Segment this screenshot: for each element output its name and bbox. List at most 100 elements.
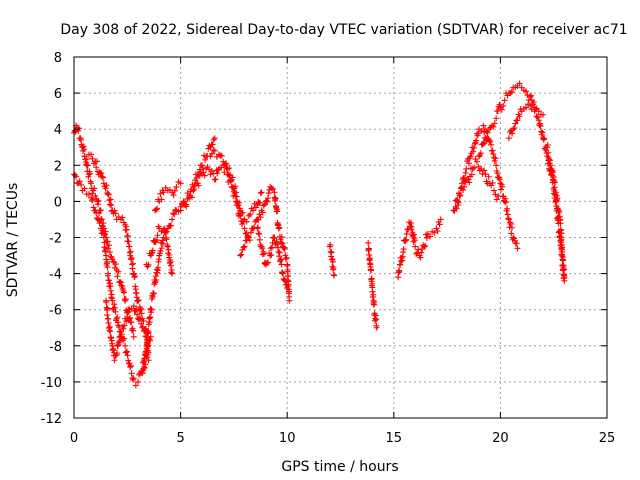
data-point (101, 232, 108, 239)
data-point (557, 220, 564, 227)
data-point (470, 144, 477, 151)
data-point (240, 244, 247, 251)
data-point (281, 276, 288, 283)
data-point (115, 268, 122, 275)
data-point (508, 230, 515, 237)
data-point (534, 114, 541, 121)
satellite-track-13 (365, 239, 380, 331)
data-point (556, 208, 563, 215)
data-point (268, 251, 275, 258)
data-point (128, 255, 135, 262)
data-point (485, 173, 492, 180)
data-point (144, 337, 151, 344)
data-point (121, 335, 128, 342)
data-point (202, 156, 209, 163)
data-point (284, 266, 291, 273)
data-point (215, 151, 222, 158)
data-point (257, 189, 264, 196)
data-point (329, 263, 336, 270)
data-point (286, 297, 293, 304)
data-point (155, 264, 162, 271)
data-point (487, 138, 494, 145)
data-point (508, 224, 515, 231)
data-point (104, 312, 111, 319)
data-point (97, 207, 104, 214)
data-point (500, 102, 507, 109)
data-point (544, 142, 551, 149)
data-point (93, 164, 100, 171)
data-point (482, 171, 489, 178)
data-point (463, 165, 470, 172)
data-point (259, 209, 266, 216)
data-point (278, 261, 285, 268)
data-point (226, 165, 233, 172)
data-point (171, 211, 178, 218)
data-point (89, 190, 96, 197)
data-point (95, 197, 102, 204)
data-point (107, 328, 114, 335)
satellite-track-11 (254, 224, 291, 292)
data-point (482, 136, 489, 143)
data-point (274, 241, 281, 248)
data-point (86, 170, 93, 177)
data-point (237, 252, 244, 259)
data-point (226, 172, 233, 179)
x-axis-label: GPS time / hours (281, 459, 398, 475)
data-point (502, 195, 509, 202)
data-point (106, 197, 113, 204)
data-point (264, 198, 271, 205)
data-point (84, 162, 91, 169)
data-point (102, 185, 109, 192)
data-point (539, 129, 546, 136)
data-point (121, 322, 128, 329)
data-point (171, 187, 178, 194)
data-point (276, 224, 283, 231)
data-point (112, 261, 119, 268)
data-point (137, 315, 144, 322)
data-point (100, 229, 107, 236)
data-point (330, 265, 337, 272)
data-point (128, 319, 135, 326)
data-point (127, 248, 134, 255)
data-point (270, 235, 277, 242)
data-point (281, 246, 288, 253)
data-point (456, 192, 463, 199)
data-point (89, 155, 96, 162)
data-point (134, 311, 141, 318)
x-tick-label: 20 (492, 431, 509, 446)
data-point (117, 278, 124, 285)
data-point (154, 205, 161, 212)
data-point (211, 135, 218, 142)
satellite-track-15 (450, 122, 521, 252)
data-point (328, 249, 335, 256)
data-point (501, 198, 508, 205)
data-point (208, 150, 215, 157)
data-point (368, 275, 375, 282)
data-point (510, 126, 517, 133)
data-point (397, 261, 404, 268)
data-point (241, 225, 248, 232)
data-point (371, 301, 378, 308)
data-point (478, 128, 485, 135)
data-point (284, 285, 291, 292)
data-point (105, 277, 112, 284)
data-point (247, 229, 254, 236)
satellite-track-19 (544, 142, 568, 281)
data-point (181, 202, 188, 209)
data-point (103, 182, 110, 189)
data-point (122, 342, 129, 349)
data-point (558, 236, 565, 243)
data-point (157, 247, 164, 254)
data-point (481, 129, 488, 136)
data-point (493, 196, 500, 203)
data-point (170, 210, 177, 217)
data-point (145, 329, 152, 336)
data-point (481, 140, 488, 147)
data-point (522, 88, 529, 95)
data-point (527, 93, 534, 100)
data-point (76, 178, 83, 185)
y-tick-label: 8 (54, 51, 62, 66)
data-point (120, 325, 127, 332)
data-point (130, 333, 137, 340)
data-point (145, 261, 152, 268)
